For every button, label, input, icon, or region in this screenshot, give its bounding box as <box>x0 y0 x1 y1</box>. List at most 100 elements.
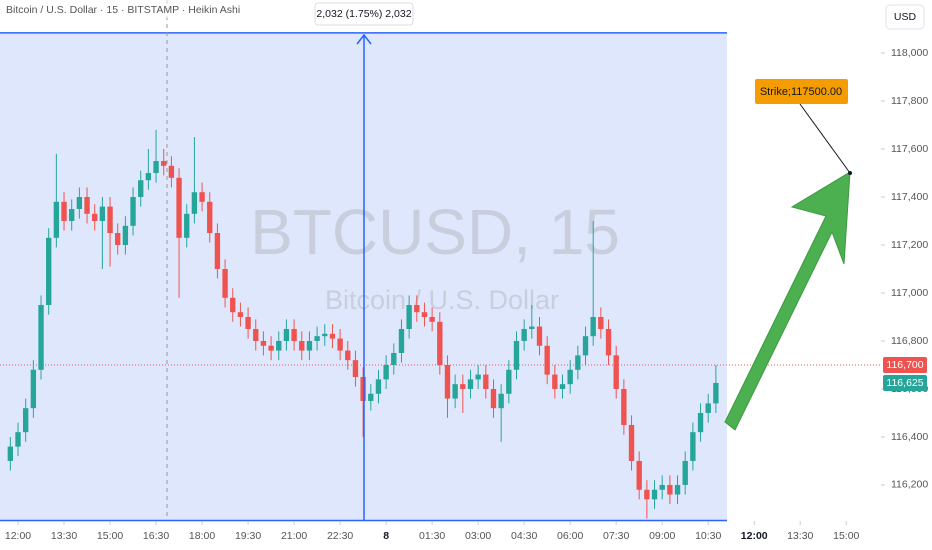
measure-label: 2,032 (1.75%) 2,032 <box>316 8 411 20</box>
candle-body <box>153 161 159 174</box>
candle-body <box>552 374 558 389</box>
y-tick-label: 116,800 <box>891 335 928 347</box>
candle-body <box>705 403 711 413</box>
candle-body <box>69 209 75 222</box>
candle-body <box>383 364 389 380</box>
candle-body <box>253 328 259 341</box>
candle-body <box>467 379 474 389</box>
candle-body <box>30 369 37 409</box>
candle-body <box>337 338 343 351</box>
candle-body <box>184 213 190 238</box>
candle-body <box>559 384 566 389</box>
candle-body <box>276 340 282 351</box>
candle-body <box>391 352 397 365</box>
candle-body <box>207 201 213 234</box>
candle-body <box>613 355 619 389</box>
candle-body <box>636 460 642 490</box>
candle-body <box>421 312 428 317</box>
candle-body <box>598 316 604 329</box>
candle-body <box>544 345 550 375</box>
candle-body <box>444 364 451 399</box>
x-tick-label: 18:00 <box>189 530 215 542</box>
candle-body <box>145 173 152 181</box>
x-tick-label: 09:00 <box>649 530 675 542</box>
candle-body <box>291 328 297 341</box>
x-tick-label: 19:30 <box>235 530 261 542</box>
candle-body <box>61 201 67 222</box>
candle-body <box>590 316 596 337</box>
candle-body <box>368 393 374 401</box>
candle-body <box>360 376 366 401</box>
x-tick-label: 03:00 <box>465 530 491 542</box>
candle-body <box>582 336 589 356</box>
candle-body <box>659 484 665 490</box>
candle-body <box>575 355 581 370</box>
x-tick-label: 8 <box>383 530 389 542</box>
x-tick-label: 13:30 <box>787 530 813 542</box>
candle-body <box>605 328 612 356</box>
candle-body <box>99 206 106 222</box>
candle-body <box>176 177 182 238</box>
annotation-label: Strike;117500.00 <box>760 86 842 98</box>
measure-box <box>314 2 414 26</box>
annotation-point <box>848 171 852 176</box>
x-tick-label: 15:00 <box>97 530 123 542</box>
candle-body <box>674 484 681 495</box>
watermark-subtitle: Bitcoin / U.S. Dollar <box>325 285 559 315</box>
candle-body <box>76 197 83 210</box>
x-tick-label: 22:30 <box>327 530 353 542</box>
candle-body <box>92 213 98 222</box>
candle-body <box>521 328 527 341</box>
candle-body <box>222 268 228 298</box>
candle-body <box>168 165 175 178</box>
candle-body <box>490 388 497 409</box>
candle-body <box>667 484 673 495</box>
candle-body <box>46 237 52 305</box>
candle-body <box>299 340 305 351</box>
candle-body <box>352 360 359 377</box>
candle-body <box>498 393 504 409</box>
y-tick-label: 117,000 <box>891 287 928 299</box>
price-label: 116,700 <box>886 359 923 371</box>
candle-body <box>214 233 221 269</box>
annotation-box <box>755 79 848 104</box>
candle-body <box>329 333 336 339</box>
candle-body <box>398 328 405 353</box>
y-tick-label: 117,600 <box>891 143 928 155</box>
y-tick-label: 117,200 <box>891 239 928 251</box>
currency: USD <box>894 11 917 23</box>
axis-bg <box>881 0 932 550</box>
x-tick-label: 12:00 <box>741 530 768 542</box>
candle-body <box>437 321 443 365</box>
candle-body <box>130 197 136 226</box>
candle-body <box>345 350 351 361</box>
candle-body <box>452 384 458 399</box>
price-label-box <box>883 356 927 373</box>
candle-body <box>122 225 129 246</box>
y-tick-label: 117,400 <box>891 191 928 203</box>
candle-body <box>7 446 14 461</box>
candle-body <box>237 312 244 317</box>
candle-body <box>475 374 481 380</box>
x-tick-label: 10:30 <box>695 530 721 542</box>
candle-body <box>536 326 543 346</box>
candle-body <box>628 424 635 461</box>
candle-body <box>38 304 44 370</box>
candle-body <box>429 316 435 322</box>
candle-body <box>260 340 267 346</box>
x-tick-label: 16:30 <box>143 530 169 542</box>
candle-body <box>53 201 60 238</box>
watermark: BTCUSD, 15 <box>250 196 620 268</box>
candle-body <box>506 369 512 394</box>
candle-body <box>322 333 328 337</box>
candle-body <box>107 206 113 234</box>
candle-body <box>406 304 412 329</box>
x-tick-label: 13:30 <box>51 530 77 542</box>
candle-body <box>460 384 466 389</box>
chart-title: Bitcoin / U.S. Dollar · 15 · BITSTAMP · … <box>6 4 240 16</box>
candle-body <box>306 340 313 351</box>
title-bg <box>0 0 260 18</box>
candle-body <box>697 412 704 433</box>
y-tick-label: 116,400 <box>891 431 928 443</box>
